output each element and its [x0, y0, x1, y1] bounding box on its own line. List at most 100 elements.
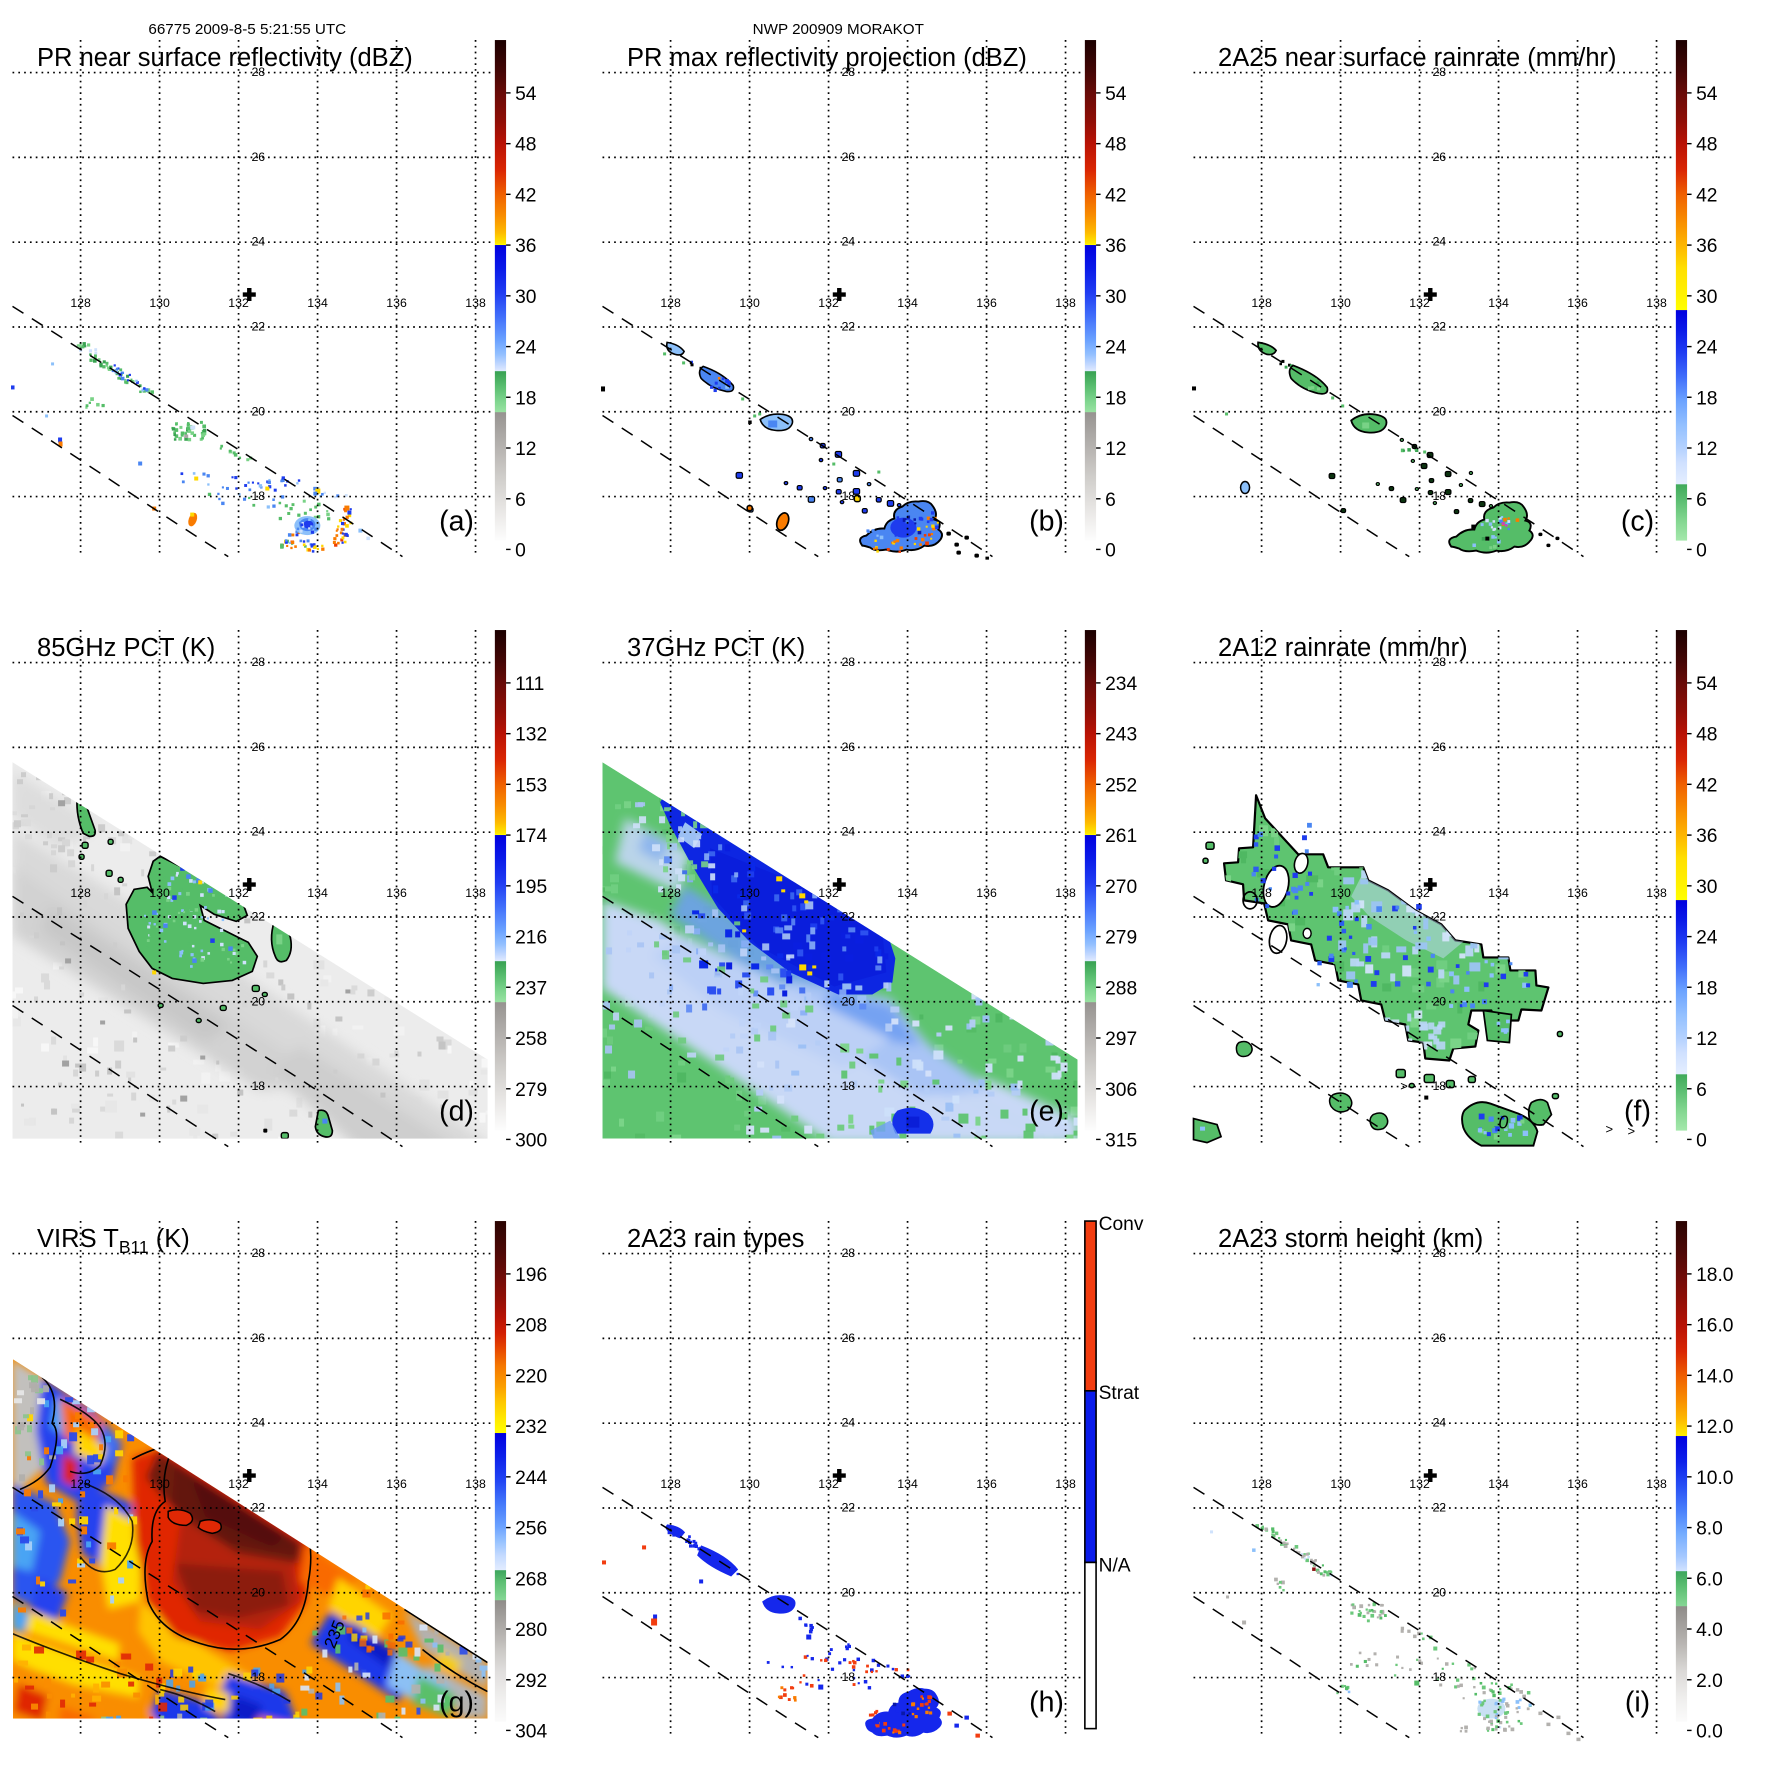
svg-text:(h): (h)	[1029, 1687, 1064, 1719]
svg-text:36: 36	[1696, 826, 1717, 847]
svg-text:18: 18	[515, 388, 536, 409]
svg-text:(a): (a)	[439, 506, 474, 538]
svg-text:130: 130	[739, 886, 760, 900]
svg-text:132: 132	[515, 725, 547, 746]
svg-text:22: 22	[251, 909, 265, 923]
svg-text:22: 22	[1432, 319, 1446, 333]
svg-text:Strat: Strat	[1099, 1383, 1140, 1404]
svg-text:30: 30	[1696, 287, 1717, 308]
svg-text:>: >	[1605, 1122, 1613, 1137]
svg-text:36: 36	[1105, 236, 1126, 257]
svg-text:20: 20	[841, 404, 855, 418]
svg-text:132: 132	[818, 296, 839, 310]
svg-text:132: 132	[228, 886, 249, 900]
svg-text:6: 6	[1696, 1080, 1707, 1101]
svg-text:24: 24	[1432, 235, 1446, 249]
svg-text:279: 279	[1105, 928, 1137, 949]
svg-text:134: 134	[307, 296, 328, 310]
svg-text:10.0: 10.0	[1696, 1468, 1733, 1489]
svg-text:12: 12	[1696, 1029, 1717, 1050]
svg-text:130: 130	[149, 886, 170, 900]
svg-text:24: 24	[1105, 338, 1127, 359]
svg-text:136: 136	[976, 1477, 997, 1491]
svg-text:54: 54	[1105, 84, 1127, 105]
svg-text:256: 256	[515, 1519, 547, 1540]
svg-text:22: 22	[1432, 909, 1446, 923]
svg-text:24: 24	[1432, 825, 1446, 839]
svg-text:0.0: 0.0	[1696, 1721, 1723, 1742]
svg-text:128: 128	[70, 886, 91, 900]
svg-text:28: 28	[251, 65, 265, 79]
svg-text:28: 28	[841, 1246, 855, 1260]
svg-text:153: 153	[515, 775, 547, 796]
svg-text:261: 261	[1105, 826, 1137, 847]
svg-text:136: 136	[1567, 296, 1588, 310]
svg-text:128: 128	[1251, 1477, 1272, 1491]
svg-text:138: 138	[1055, 296, 1076, 310]
svg-text:36: 36	[515, 236, 536, 257]
svg-text:30: 30	[1105, 287, 1126, 308]
svg-text:20: 20	[251, 1585, 265, 1599]
svg-text:24: 24	[251, 1416, 265, 1430]
svg-text:0: 0	[1696, 1130, 1707, 1151]
svg-text:2.0: 2.0	[1696, 1671, 1723, 1692]
svg-text:24: 24	[1696, 338, 1718, 359]
svg-text:136: 136	[976, 296, 997, 310]
svg-text:132: 132	[1409, 296, 1430, 310]
svg-text:37GHz PCT (K): 37GHz PCT (K)	[627, 634, 805, 662]
svg-text:130: 130	[1330, 886, 1351, 900]
svg-text:18: 18	[251, 489, 265, 503]
svg-text:66775 2009-8-5 5:21:55 UTC: 66775 2009-8-5 5:21:55 UTC	[148, 21, 346, 38]
svg-text:134: 134	[307, 1477, 328, 1491]
svg-text:128: 128	[660, 296, 681, 310]
svg-text:252: 252	[1105, 775, 1137, 796]
svg-text:243: 243	[1105, 725, 1137, 746]
svg-text:18: 18	[841, 1670, 855, 1684]
svg-text:297: 297	[1105, 1029, 1137, 1050]
svg-text:0: 0	[1696, 540, 1707, 561]
svg-text:6: 6	[1105, 490, 1116, 511]
svg-text:26: 26	[1432, 740, 1446, 754]
svg-text:6.0: 6.0	[1696, 1569, 1723, 1590]
svg-text:132: 132	[818, 886, 839, 900]
svg-text:VIRS TB11 (K): VIRS TB11 (K)	[37, 1225, 190, 1257]
svg-text:280: 280	[515, 1620, 547, 1641]
svg-text:300: 300	[515, 1130, 547, 1151]
svg-text:128: 128	[1251, 296, 1272, 310]
svg-text:244: 244	[515, 1468, 547, 1489]
svg-text:20: 20	[1432, 1585, 1446, 1599]
svg-text:36: 36	[1696, 236, 1717, 257]
svg-text:24: 24	[841, 825, 855, 839]
svg-text:138: 138	[1646, 296, 1667, 310]
svg-text:18.0: 18.0	[1696, 1265, 1733, 1286]
svg-text:48: 48	[515, 135, 536, 156]
svg-text:24: 24	[1696, 928, 1718, 949]
svg-text:Conv: Conv	[1099, 1214, 1144, 1235]
svg-text:24: 24	[841, 1416, 855, 1430]
svg-text:268: 268	[515, 1569, 547, 1590]
svg-text:54: 54	[515, 84, 537, 105]
svg-text:>: >	[1628, 1124, 1636, 1139]
svg-text:208: 208	[515, 1316, 547, 1337]
svg-text:0: 0	[1105, 540, 1116, 561]
svg-text:(e): (e)	[1029, 1096, 1064, 1128]
svg-text:195: 195	[515, 877, 547, 898]
svg-text:42: 42	[1105, 185, 1126, 206]
svg-text:28: 28	[1432, 655, 1446, 669]
svg-text:28: 28	[251, 1246, 265, 1260]
svg-text:128: 128	[70, 296, 91, 310]
svg-text:42: 42	[1696, 775, 1717, 796]
svg-text:138: 138	[1055, 1477, 1076, 1491]
svg-text:26: 26	[251, 740, 265, 754]
svg-text:(i): (i)	[1625, 1687, 1650, 1719]
svg-text:20: 20	[1432, 994, 1446, 1008]
svg-text:PR near surface reflectivity (: PR near surface reflectivity (dBZ)	[37, 44, 413, 72]
svg-text:138: 138	[465, 886, 486, 900]
svg-text:279: 279	[515, 1080, 547, 1101]
svg-text:306: 306	[1105, 1080, 1137, 1101]
svg-text:304: 304	[515, 1721, 547, 1742]
svg-text:18: 18	[1696, 388, 1717, 409]
svg-text:315: 315	[1105, 1130, 1137, 1151]
svg-text:26: 26	[841, 1331, 855, 1345]
svg-text:18: 18	[1105, 388, 1126, 409]
